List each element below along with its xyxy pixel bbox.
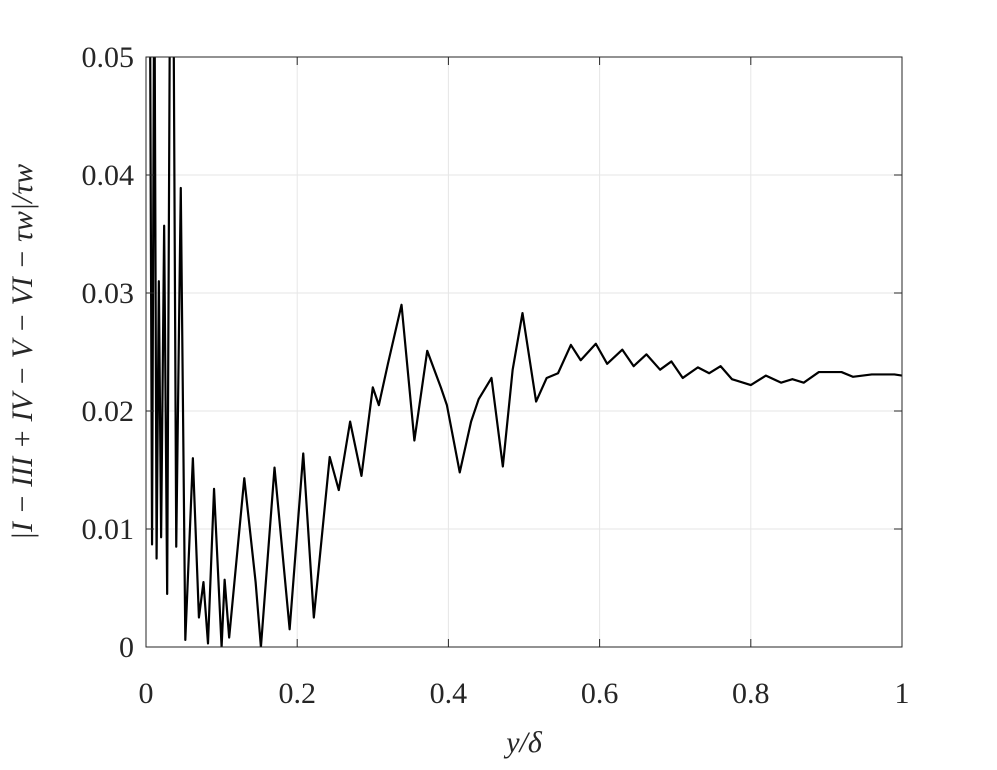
x-axis-label: y/δ: [503, 726, 543, 759]
y-tick-label: 0.03: [82, 277, 135, 310]
y-tick-label: 0.04: [82, 159, 135, 192]
y-tick-label: 0.02: [82, 395, 135, 428]
x-tick-label: 1: [895, 677, 910, 710]
y-tick-label: 0.05: [82, 41, 135, 74]
plot-area: [149, 57, 902, 647]
y-tick-label: 0.01: [82, 513, 135, 546]
x-tick-label: 0.2: [278, 677, 316, 710]
y-tick-label: 0: [119, 631, 134, 664]
axes-box: [145, 56, 903, 648]
x-tick-label: 0: [139, 677, 154, 710]
line-series: [149, 57, 902, 647]
y-axis-label: |I − III + IV − V − VI − τw|/τw: [6, 164, 39, 540]
x-tick-label: 0.6: [581, 677, 619, 710]
x-tick-label: 0.8: [732, 677, 770, 710]
grid: [145, 56, 903, 648]
x-tick-label: 0.4: [430, 677, 468, 710]
